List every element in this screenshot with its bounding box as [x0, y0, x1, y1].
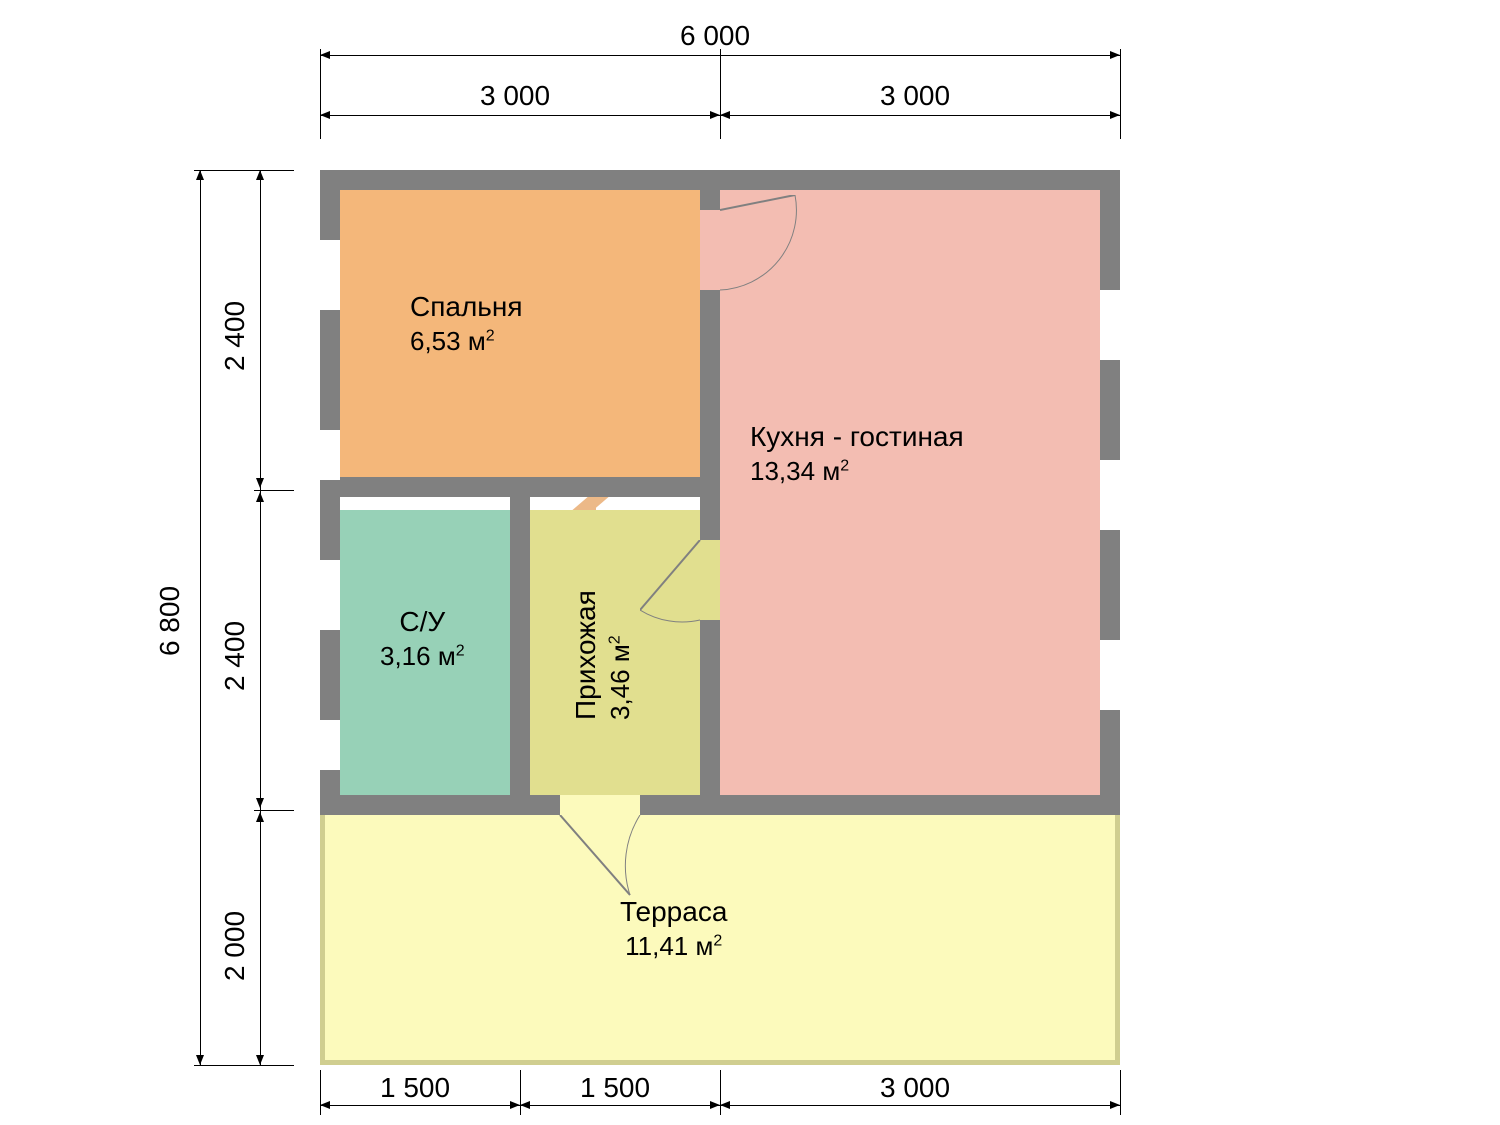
- wall: [320, 795, 1120, 815]
- room-area: 11,41 м2: [620, 931, 727, 962]
- label-kitchen-living: Кухня - гостиная 13,34 м2: [750, 420, 964, 487]
- label-hallway-area: 3,46 м2: [605, 635, 636, 720]
- dim-top-inner-r: 3 000: [880, 80, 950, 112]
- dim-bottom-r: 3 000: [880, 1072, 950, 1104]
- label-bathroom: С/У 3,16 м2: [380, 605, 465, 672]
- room-name: С/У: [399, 606, 445, 637]
- label-bedroom: Спальня 6,53 м2: [410, 290, 523, 357]
- floor-plan-canvas: www.domizbrysa.ru: [0, 0, 1500, 1125]
- room-name: Спальня: [410, 291, 523, 322]
- dim-top-outer: 6 000: [680, 20, 750, 52]
- wall: [320, 170, 1120, 190]
- dim-line: [260, 170, 261, 1065]
- label-terrace: Терраса 11,41 м2: [620, 895, 727, 962]
- dim-top-inner-l: 3 000: [480, 80, 550, 112]
- dim-left-outer: 6 800: [154, 586, 186, 656]
- dim-bottom-m: 1 500: [580, 1072, 650, 1104]
- room-area: 3,16 м2: [380, 641, 465, 672]
- dim-left-1: 2 400: [219, 301, 251, 371]
- dim-bottom-l: 1 500: [380, 1072, 450, 1104]
- dim-left-3: 2 000: [219, 911, 251, 981]
- dim-line: [200, 170, 201, 1065]
- room-area: 13,34 м2: [750, 456, 964, 487]
- door-arc: [720, 195, 810, 295]
- label-hallway-name: Прихожая: [570, 590, 602, 720]
- wall: [510, 490, 530, 815]
- dim-left-2: 2 400: [219, 621, 251, 691]
- room-name: Кухня - гостиная: [750, 421, 964, 452]
- room-name: Терраса: [620, 896, 727, 927]
- door-arc: [640, 540, 720, 630]
- room-area: 6,53 м2: [410, 326, 523, 357]
